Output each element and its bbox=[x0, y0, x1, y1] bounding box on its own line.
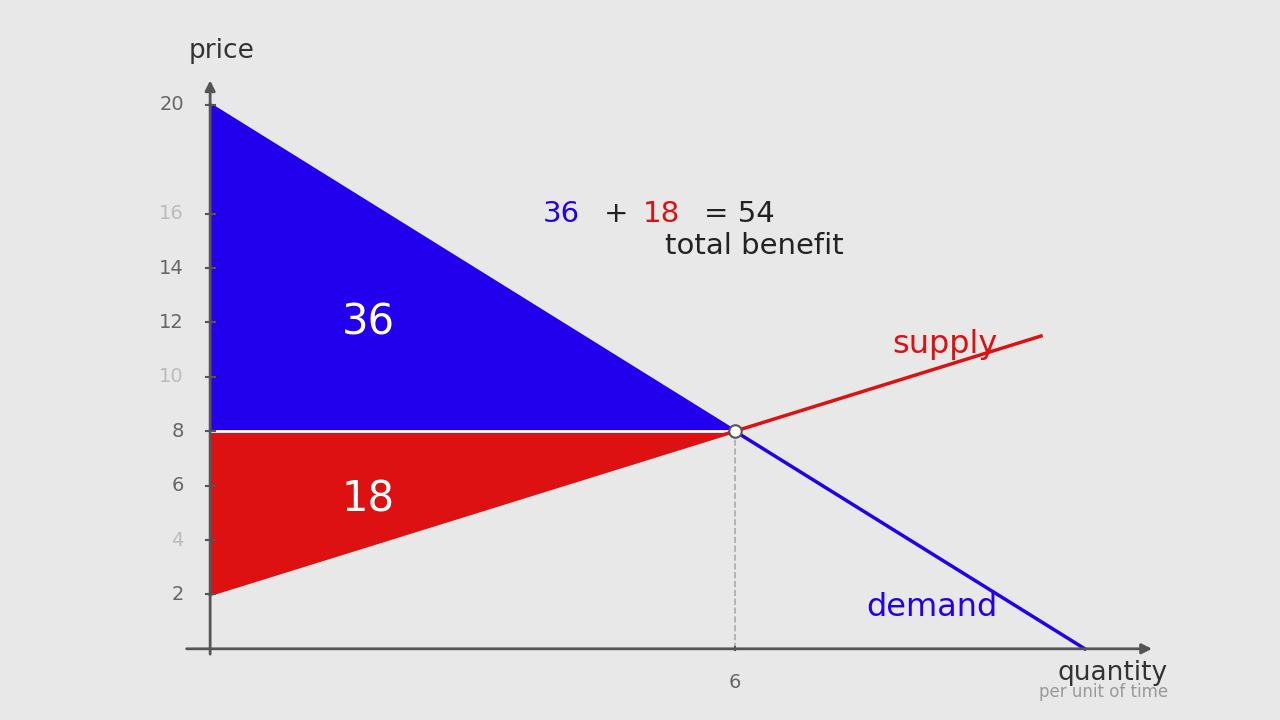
Polygon shape bbox=[210, 105, 735, 431]
Text: = 54: = 54 bbox=[704, 199, 776, 228]
Text: demand: demand bbox=[867, 593, 997, 624]
Text: 36: 36 bbox=[342, 302, 394, 343]
Text: price: price bbox=[188, 38, 255, 64]
Text: total benefit: total benefit bbox=[664, 233, 844, 260]
Text: 18: 18 bbox=[643, 199, 681, 228]
Text: 18: 18 bbox=[342, 478, 394, 520]
Text: supply: supply bbox=[892, 328, 997, 360]
Text: 2: 2 bbox=[172, 585, 184, 604]
Text: 6: 6 bbox=[728, 673, 741, 693]
Text: 20: 20 bbox=[159, 95, 184, 114]
Text: 36: 36 bbox=[543, 199, 580, 228]
Polygon shape bbox=[210, 431, 735, 595]
Text: 14: 14 bbox=[159, 258, 184, 277]
Text: 4: 4 bbox=[172, 531, 184, 549]
Text: per unit of time: per unit of time bbox=[1039, 683, 1167, 701]
Text: quantity: quantity bbox=[1057, 660, 1167, 686]
Text: +: + bbox=[604, 199, 628, 228]
Text: 12: 12 bbox=[159, 313, 184, 332]
Text: 6: 6 bbox=[172, 476, 184, 495]
Text: 16: 16 bbox=[159, 204, 184, 223]
Text: 10: 10 bbox=[159, 367, 184, 387]
Text: 8: 8 bbox=[172, 422, 184, 441]
